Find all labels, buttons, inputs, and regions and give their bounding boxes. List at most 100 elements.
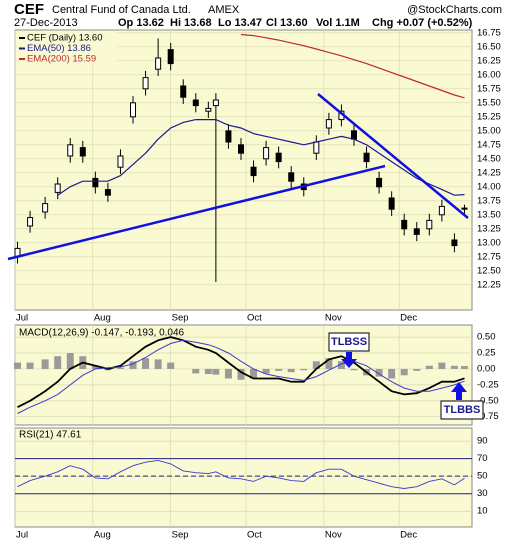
candle-body [288,172,295,182]
x-tick-label: Oct [247,530,262,540]
histogram-bar [262,368,270,374]
x-tick-label: Nov [325,313,342,324]
x-tick-label: Jul [16,313,28,324]
histogram-bar [438,362,446,369]
y-tick-label: 15.25 [477,111,501,122]
series-line [17,336,465,409]
y-tick-label: 0.25 [477,348,496,359]
candle-body [451,239,458,247]
x-tick-label: Aug [94,530,111,540]
y-tick-label: -0.75 [477,411,499,422]
histogram-bar [300,368,308,371]
y-tick-label: 0.00 [477,363,496,374]
y-tick-label: 12.75 [477,251,501,262]
histogram-bar [413,368,421,371]
histogram-bar [337,361,345,369]
y-tick-label: 12.25 [477,279,501,290]
y-tick-label: 16.75 [477,27,501,38]
y-tick-label: 90 [477,436,488,447]
close: Cl 13.60 [266,17,308,29]
series-line [240,33,465,99]
annotation: TLBSS [331,336,367,348]
candle-body [263,147,270,160]
x-tick-label: Dec [400,313,417,324]
series-line [57,119,465,196]
candle-body [92,177,99,188]
x-tick-label: Sep [172,313,189,324]
arrow [451,382,467,400]
annotation-box [440,400,484,420]
candle-body [225,130,232,143]
candle-body [117,155,124,168]
candle-body [413,228,420,235]
legend-label: EMA(50) 13.86 [27,43,91,54]
histogram-bar [460,366,468,369]
resistance-line [317,93,469,219]
x-tick-label: Jul [16,530,28,540]
annotation-box [328,332,370,352]
y-tick-label: 13.50 [477,209,501,220]
volume: Vol 1.1M [316,17,360,29]
legend-box [17,32,117,65]
histogram-bar [14,362,22,369]
rsi-panel [14,427,473,528]
histogram-bar [54,356,62,369]
candle-body [130,102,137,118]
candle-body [67,144,74,157]
histogram-bar [388,368,396,379]
candle-body [363,152,370,163]
candle-body [275,152,282,163]
histogram-bar [142,358,150,369]
y-tick-label: 70 [477,453,488,464]
y-tick-label: -0.50 [477,395,499,406]
y-tick-label: 30 [477,488,488,499]
series-line [17,459,465,489]
histogram-bar [350,368,358,371]
x-tick-label: Sep [172,530,189,540]
y-tick-label: 14.00 [477,181,501,192]
plot-layer: 16.75 16.50 16.25 16.00 15.75 15.50 15.25 15.00… [14,27,501,541]
candle-body [325,119,332,129]
price-panel [14,29,473,311]
histogram-bar [91,365,99,369]
histogram-bar [312,361,320,369]
legend-label: CEF (Daily) 13.60 [27,33,103,44]
x-tick-label: Nov [325,530,342,540]
y-tick-label: 13.00 [477,237,501,248]
annotation: TLBBS [444,404,481,416]
candle-body [42,203,49,213]
candle-body [180,85,187,98]
x-tick-label: Oct [247,313,262,324]
y-tick-label: 14.25 [477,167,501,178]
candle-body [167,49,174,65]
signal-markers: TLBSS TLBBS [328,332,484,420]
candle-body [237,144,244,154]
candle-body [376,177,383,188]
panel-title: MACD(12,26,9) -0.147, -0.193, 0.046 [19,328,185,339]
y-tick-label: 16.50 [477,41,501,52]
low: Lo 13.47 [218,17,262,29]
candle-body [426,219,433,230]
candle-body [350,130,357,140]
candle-body [388,197,395,210]
histogram-bar [400,368,408,376]
panel-title: RSI(21) 47.61 [19,430,82,441]
histogram-bar [204,368,212,375]
arrow [341,352,357,368]
histogram-bar [275,368,283,371]
y-tick-label: 16.25 [477,55,501,66]
company-name: Central Fund of Canada Ltd. [52,4,191,16]
change: Chg +0.07 (+0.52%) [372,17,473,29]
y-tick-label: -0.25 [477,379,499,390]
legend-label: EMA(200) 15.59 [27,54,96,65]
y-tick-label: 16.00 [477,69,501,80]
candle-body [205,107,212,112]
histogram-bar [66,353,74,369]
y-tick-label: 15.50 [477,97,501,108]
candle-body [27,217,34,227]
exchange: AMEX [208,4,240,16]
histogram-bar [237,368,245,380]
histogram-bar [250,368,258,379]
candle-body [54,183,61,193]
